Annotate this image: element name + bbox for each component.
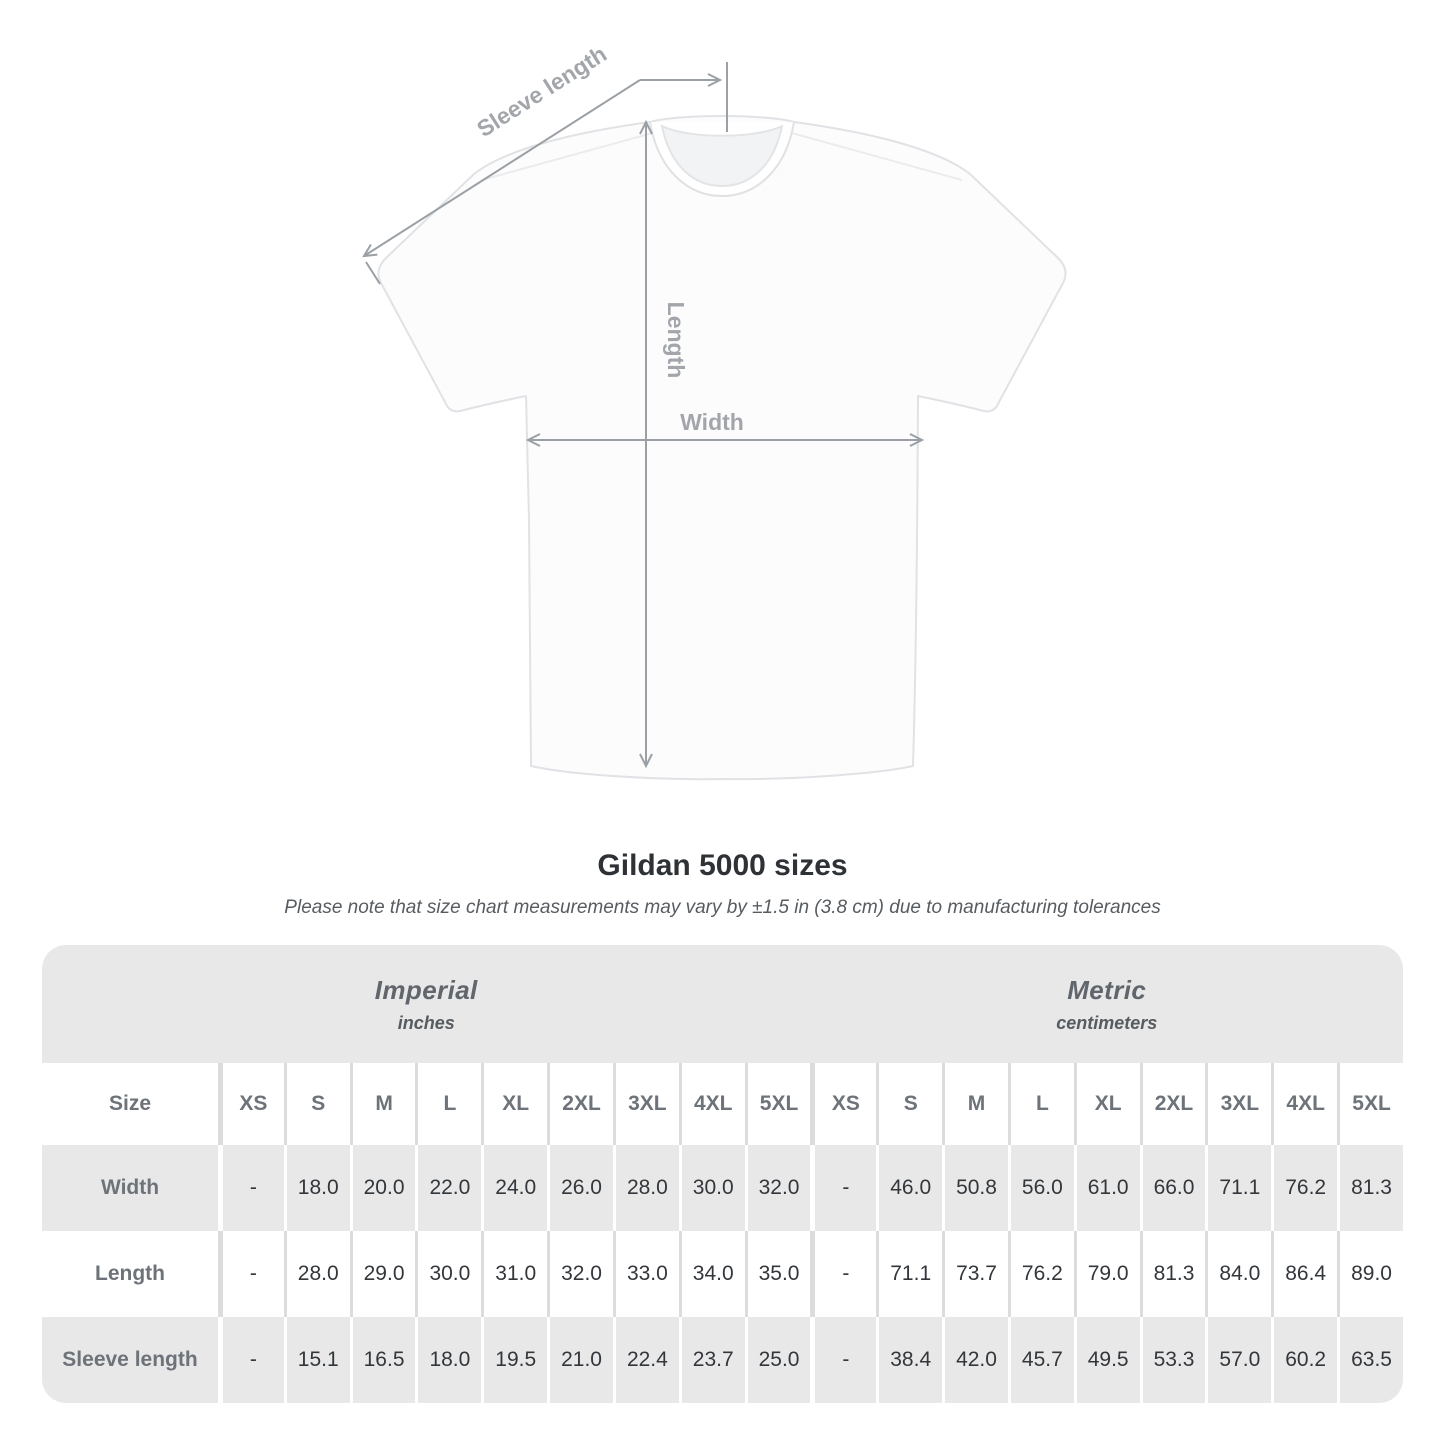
tshirt-measurement-diagram: Sleeve length Length Width <box>362 40 1067 781</box>
row-width: Width -18.0 20.0 22.0 24.0 26.0 28.0 30.0 32.0-4… <box>42 1145 1403 1231</box>
sleeve-length-extension <box>365 261 381 285</box>
value-sleeve-length-imperial-2xl: 21.0 <box>547 1317 613 1403</box>
value-sleeve-length-imperial-4xl: 23.7 <box>678 1317 745 1403</box>
col-header-metric-xl: XL <box>1073 1063 1140 1145</box>
value-width-metric-s: 46.0 <box>876 1145 943 1231</box>
value-length-imperial-4xl: 34.0 <box>678 1231 745 1317</box>
value-width-imperial-m: 20.0 <box>349 1145 416 1231</box>
value-width-metric-l: 56.0 <box>1007 1145 1074 1231</box>
imperial-unit: inches <box>397 1012 455 1033</box>
value-length-imperial-xs: - <box>218 1231 284 1317</box>
col-header-metric-4xl: 4XL <box>1271 1063 1338 1145</box>
metric-unit: centimeters <box>1056 1012 1158 1033</box>
page-title: Gildan 5000 sizes <box>597 849 848 882</box>
col-header-metric-m: M <box>942 1063 1008 1145</box>
value-length-metric-m: 73.7 <box>942 1231 1008 1317</box>
col-header-imperial-xl: XL <box>481 1063 548 1145</box>
row-label-sleeve-length: Sleeve length <box>42 1317 218 1403</box>
row-label-width: Width <box>42 1145 218 1231</box>
value-width-metric-3xl: 71.1 <box>1205 1145 1272 1231</box>
size-chart-table: Imperial inches Metric centimeters Size X… <box>42 945 1403 1403</box>
tshirt-photo <box>377 115 1067 781</box>
value-length-metric-xl: 79.0 <box>1073 1231 1140 1317</box>
imperial-title: Imperial <box>374 974 478 1005</box>
length-label: Length <box>663 302 689 379</box>
measurement-arrows <box>362 62 925 769</box>
imperial-group-header: Imperial inches <box>42 945 811 1063</box>
value-sleeve-length-metric-s: 38.4 <box>876 1317 943 1403</box>
col-header-imperial-l: L <box>415 1063 482 1145</box>
value-sleeve-length-metric-2xl: 53.3 <box>1139 1317 1206 1403</box>
value-length-metric-2xl: 81.3 <box>1139 1231 1206 1317</box>
value-sleeve-length-metric-3xl: 57.0 <box>1205 1317 1272 1403</box>
value-sleeve-length-imperial-m: 16.5 <box>349 1317 416 1403</box>
col-header-metric-2xl: 2XL <box>1139 1063 1206 1145</box>
sleeve-length-arrow <box>362 79 641 258</box>
value-sleeve-length-metric-m: 42.0 <box>942 1317 1008 1403</box>
col-header-metric-5xl: 5XL <box>1337 1063 1403 1145</box>
sleeve-length-label: Sleeve length <box>472 40 611 142</box>
tolerance-note: Please note that size chart measurements… <box>284 897 1161 918</box>
unit-group-row: Imperial inches Metric centimeters <box>42 945 1403 1063</box>
value-width-metric-xs: - <box>810 1145 877 1231</box>
value-length-metric-3xl: 84.0 <box>1205 1231 1272 1317</box>
value-width-metric-5xl: 81.3 <box>1337 1145 1403 1231</box>
value-sleeve-length-imperial-xs: - <box>218 1317 284 1403</box>
value-sleeve-length-imperial-s: 15.1 <box>283 1317 350 1403</box>
value-sleeve-length-metric-l: 45.7 <box>1007 1317 1074 1403</box>
value-width-imperial-l: 22.0 <box>415 1145 482 1231</box>
metric-group-header: Metric centimeters <box>810 945 1403 1063</box>
value-sleeve-length-metric-5xl: 63.5 <box>1337 1317 1403 1403</box>
value-sleeve-length-imperial-l: 18.0 <box>415 1317 482 1403</box>
metric-title: Metric <box>1067 974 1147 1005</box>
value-sleeve-length-imperial-5xl: 25.0 <box>744 1317 811 1403</box>
size-header-row: Size XS S M L XL 2XL 3XL 4XL 5XL XS S M L XL 2XL 3XL 4XL 5… <box>42 1063 1403 1145</box>
value-sleeve-length-imperial-3xl: 22.4 <box>612 1317 679 1403</box>
value-width-metric-m: 50.8 <box>942 1145 1008 1231</box>
col-header-metric-s: S <box>876 1063 943 1145</box>
value-length-imperial-m: 29.0 <box>349 1231 416 1317</box>
col-header-metric-l: L <box>1007 1063 1074 1145</box>
value-sleeve-length-metric-4xl: 60.2 <box>1271 1317 1338 1403</box>
value-width-imperial-xs: - <box>218 1145 284 1231</box>
value-length-metric-s: 71.1 <box>876 1231 943 1317</box>
value-length-metric-5xl: 89.0 <box>1337 1231 1403 1317</box>
col-header-imperial-3xl: 3XL <box>612 1063 679 1145</box>
size-corner-header: Size <box>42 1063 218 1145</box>
value-length-metric-l: 76.2 <box>1007 1231 1074 1317</box>
value-length-imperial-5xl: 35.0 <box>744 1231 811 1317</box>
row-label-length: Length <box>42 1231 218 1317</box>
value-width-imperial-4xl: 30.0 <box>678 1145 745 1231</box>
width-label: Width <box>680 409 744 435</box>
value-length-metric-xs: - <box>810 1231 877 1317</box>
col-header-imperial-5xl: 5XL <box>744 1063 811 1145</box>
value-width-imperial-xl: 24.0 <box>481 1145 548 1231</box>
value-width-metric-4xl: 76.2 <box>1271 1145 1338 1231</box>
value-width-imperial-2xl: 26.0 <box>547 1145 613 1231</box>
col-header-imperial-m: M <box>349 1063 416 1145</box>
value-width-imperial-5xl: 32.0 <box>744 1145 811 1231</box>
value-length-imperial-l: 30.0 <box>415 1231 482 1317</box>
value-length-metric-4xl: 86.4 <box>1271 1231 1338 1317</box>
value-length-imperial-2xl: 32.0 <box>547 1231 613 1317</box>
value-length-imperial-s: 28.0 <box>283 1231 350 1317</box>
value-length-imperial-3xl: 33.0 <box>612 1231 679 1317</box>
col-header-imperial-2xl: 2XL <box>547 1063 613 1145</box>
col-header-imperial-4xl: 4XL <box>678 1063 745 1145</box>
value-length-imperial-xl: 31.0 <box>481 1231 548 1317</box>
row-sleeve-length: Sleeve length -15.1 16.5 18.0 19.5 21.0 22.4 23… <box>42 1317 1403 1403</box>
col-header-imperial-xs: XS <box>218 1063 284 1145</box>
value-width-metric-2xl: 66.0 <box>1139 1145 1206 1231</box>
value-width-imperial-3xl: 28.0 <box>612 1145 679 1231</box>
col-header-metric-xs: XS <box>810 1063 877 1145</box>
col-header-metric-3xl: 3XL <box>1205 1063 1272 1145</box>
col-header-imperial-s: S <box>283 1063 350 1145</box>
value-width-metric-xl: 61.0 <box>1073 1145 1140 1231</box>
value-sleeve-length-imperial-xl: 19.5 <box>481 1317 548 1403</box>
value-width-imperial-s: 18.0 <box>283 1145 350 1231</box>
row-length: Length -28.0 29.0 30.0 31.0 32.0 33.0 34.0 35.0-… <box>42 1231 1403 1317</box>
value-sleeve-length-metric-xl: 49.5 <box>1073 1317 1140 1403</box>
value-sleeve-length-metric-xs: - <box>810 1317 877 1403</box>
